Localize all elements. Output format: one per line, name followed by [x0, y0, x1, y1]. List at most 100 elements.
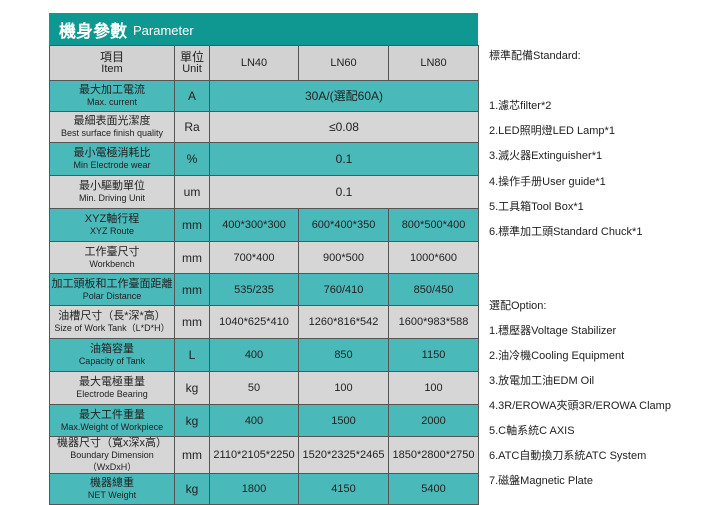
- row-value: 1500: [298, 404, 389, 437]
- row-unit: mm: [174, 436, 210, 474]
- row-value: 800*500*400: [388, 208, 479, 242]
- title-zh: 機身參數: [59, 21, 127, 41]
- row-value: 600*400*350: [298, 208, 389, 242]
- row-label-zh: 最細表面光潔度: [73, 115, 151, 127]
- row-unit: kg: [174, 404, 210, 437]
- standard-item: 4.操作手册User guide*1: [489, 175, 606, 188]
- row-label: 工作臺尺寸 Workbench: [49, 241, 175, 274]
- row-label-en: Max. current: [86, 97, 137, 107]
- table-row: 機器尺寸（寬x深x高） Boundary Dimension（WxDxH） mm 21…: [49, 436, 479, 474]
- table-row: 加工頭板和工作臺面距離 Polar Distance mm 535/235 760/41…: [49, 273, 479, 306]
- table-row: 最大工件重量 Max.Weight of Workpiece kg 400 1500 20…: [49, 404, 479, 437]
- header-item: 項目 Item: [49, 45, 175, 81]
- row-value-merged: ≤0.08: [209, 111, 479, 143]
- row-value: 1520*2325*2465: [298, 436, 389, 474]
- header-unit-zh: 單位: [179, 50, 204, 64]
- row-unit: kg: [174, 371, 210, 405]
- row-label: 最細表面光潔度 Best surface finish quality: [49, 111, 175, 143]
- row-value: 5400: [388, 473, 479, 505]
- row-value: 1260*816*542: [298, 305, 389, 339]
- standard-item: 1.濾芯filter*2: [489, 100, 552, 112]
- parameter-table: 機身參數 Parameter 項目 Item 單位 Unit LN40 LN60 L…: [49, 13, 479, 505]
- row-label-zh: 最小驅動單位: [79, 180, 145, 192]
- row-label-zh: 最大電極重量: [79, 376, 145, 388]
- table-row: 最小驅動單位 Min. Driving Unit um 0.1: [49, 175, 479, 209]
- header-item-en: Item: [101, 63, 123, 75]
- standard-item: 3.滅火器Extinguisher*1: [489, 150, 603, 163]
- row-label-en: Capacity of Tank: [78, 356, 146, 366]
- title-en: Parameter: [133, 23, 194, 38]
- row-label-en: Min. Driving Unit: [78, 193, 145, 203]
- row-label-zh: 油槽尺寸（長*深*高）: [58, 310, 166, 322]
- row-label: 機器總重 NET Weight: [49, 473, 175, 505]
- standard-item: 5.工具箱Tool Box*1: [489, 200, 584, 213]
- row-value: 50: [209, 371, 299, 405]
- row-label-zh: XYZ軸行程: [84, 213, 140, 225]
- table-row: 最大電極重量 Electrode Bearing kg 50 100 100: [49, 371, 479, 405]
- row-unit: um: [174, 175, 210, 209]
- row-label: 最大電極重量 Electrode Bearing: [49, 371, 175, 405]
- row-value: 1600*983*588: [388, 305, 479, 339]
- option-item: 5.C軸系統C AXIS: [489, 425, 575, 437]
- row-label: 油槽尺寸（長*深*高） Size of Work Tank（L*D*H）: [49, 305, 175, 339]
- table-row: XYZ軸行程 XYZ Route mm 400*300*300 600*400*350 8…: [49, 208, 479, 242]
- header-unit: 單位 Unit: [174, 45, 210, 81]
- option-item: 1.穩壓器Voltage Stabilizer: [489, 325, 617, 337]
- row-value: 4150: [298, 473, 389, 505]
- row-unit: mm: [174, 305, 210, 339]
- row-value: 400*300*300: [209, 208, 299, 242]
- row-value: 100: [298, 371, 389, 405]
- row-unit: %: [174, 142, 210, 176]
- row-label-zh: 機器總重: [90, 477, 134, 489]
- row-value: 1850*2800*2750: [388, 436, 479, 474]
- row-value: 2110*2105*2250: [209, 436, 299, 474]
- table-row: 油槽尺寸（長*深*高） Size of Work Tank（L*D*H） mm 104…: [49, 305, 479, 339]
- row-label-zh: 機器尺寸（寬x深x高）: [57, 437, 167, 449]
- row-label-en: Max.Weight of Workpiece: [60, 421, 164, 432]
- option-item: 6.ATC自動換刀系統ATC System: [489, 450, 647, 462]
- table-row: 最大加工電流 Max. current A 30A/(選配60A): [49, 80, 479, 112]
- row-label-zh: 最大加工電流: [79, 84, 145, 96]
- row-unit: kg: [174, 473, 210, 505]
- row-label: 最大工件重量 Max.Weight of Workpiece: [49, 404, 175, 437]
- row-label-en: Boundary Dimension（WxDxH）: [70, 450, 154, 472]
- option-item: 3.放電加工油EDM Oil: [489, 375, 595, 387]
- table-row: 機器總重 NET Weight kg 1800 4150 5400: [49, 473, 479, 505]
- row-value-merged: 30A/(選配60A): [209, 80, 479, 112]
- row-value: 850/450: [388, 273, 479, 306]
- row-label-en: Size of Work Tank（L*D*H）: [54, 323, 170, 333]
- row-label: 最小驅動單位 Min. Driving Unit: [49, 175, 175, 209]
- header-model: LN40: [209, 45, 299, 81]
- row-label: 機器尺寸（寬x深x高） Boundary Dimension（WxDxH）: [49, 436, 175, 474]
- row-label-en: Electrode Bearing: [76, 389, 148, 399]
- row-value: 400: [209, 338, 299, 372]
- row-unit: mm: [174, 208, 210, 242]
- row-label: 油箱容量 Capacity of Tank: [49, 338, 175, 372]
- row-label-en: Best surface finish quality: [60, 128, 164, 138]
- option-item: 4.3R/EROWA夾頭3R/EROWA Clamp: [489, 400, 671, 412]
- row-value-merged: 0.1: [209, 142, 479, 176]
- row-value: 850: [298, 338, 389, 372]
- row-value-merged: 0.1: [209, 175, 479, 209]
- table-title: 機身參數 Parameter: [49, 13, 478, 45]
- row-label-zh: 加工頭板和工作臺面距離: [51, 277, 173, 290]
- row-unit: L: [174, 338, 210, 372]
- row-value: 700*400: [209, 241, 299, 274]
- row-value: 400: [209, 404, 299, 437]
- row-unit: A: [174, 80, 210, 112]
- row-label-en: Min Electrode wear: [73, 160, 151, 170]
- table-row: 最細表面光潔度 Best surface finish quality Ra ≤0.0…: [49, 111, 479, 143]
- table-row: 油箱容量 Capacity of Tank L 400 850 1150: [49, 338, 479, 372]
- row-value: 100: [388, 371, 479, 405]
- header-row: 項目 Item 單位 Unit LN40 LN60 LN80: [49, 45, 479, 81]
- option-item: 2.油冷機Cooling Equipment: [489, 350, 625, 362]
- row-value: 1800: [209, 473, 299, 505]
- row-value: 2000: [388, 404, 479, 437]
- header-model: LN80: [388, 45, 479, 81]
- row-label-zh: 油箱容量: [90, 343, 134, 355]
- row-value: 535/235: [209, 273, 299, 306]
- table-row: 最小電極消耗比 Min Electrode wear% 0.1: [49, 142, 479, 176]
- standard-item: 6.標準加工頭Standard Chuck*1: [489, 226, 643, 238]
- header-model: LN60: [298, 45, 389, 81]
- table-row: 工作臺尺寸 Workbench mm 700*400 900*500 1000*600: [49, 241, 479, 274]
